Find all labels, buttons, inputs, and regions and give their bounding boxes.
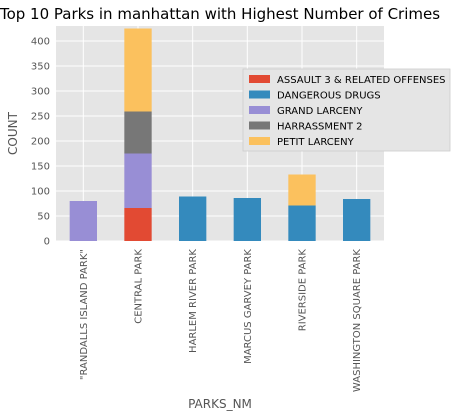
y-tick-label: 400	[31, 37, 50, 48]
legend-entry: GRAND LARCENY	[277, 106, 363, 117]
bar-segment	[288, 174, 316, 206]
x-tick-label: HARLEM RIVER PARK	[188, 249, 199, 353]
y-tick-label: 150	[31, 162, 50, 173]
x-tick-label: MARCUS GARVEY PARK	[243, 249, 254, 364]
x-tick-label: WASHINGTON SQUARE PARK	[352, 249, 363, 393]
x-axis-ticks: "RANDALLS ISLAND PARK" CENTRAL PARK HARLEM…	[79, 249, 363, 393]
y-tick-label: 50	[37, 212, 50, 223]
y-tick-label: 300	[31, 87, 50, 98]
legend-entry: HARRASSMENT 2	[277, 122, 362, 133]
x-axis-label: PARKS_NM	[188, 397, 252, 411]
bar-segment	[288, 205, 316, 241]
legend-swatch	[249, 137, 270, 145]
x-tick-label: CENTRAL PARK	[134, 249, 145, 324]
legend-swatch	[249, 106, 270, 114]
bars	[69, 28, 371, 241]
legend-entry: DANGEROUS DRUGS	[277, 91, 381, 102]
legend-swatch	[249, 121, 270, 130]
y-tick-label: 0	[44, 237, 50, 248]
y-axis-label: COUNT	[6, 111, 20, 155]
bar-segment	[124, 208, 152, 241]
y-tick-label: 100	[31, 187, 50, 198]
y-tick-label: 350	[31, 62, 50, 73]
bar-segment	[69, 201, 97, 241]
legend-swatch	[249, 90, 270, 99]
legend-box	[242, 68, 451, 152]
x-tick-label: "RANDALLS ISLAND PARK"	[79, 249, 90, 380]
bar-segment	[343, 199, 371, 241]
bar-segment	[124, 28, 152, 112]
legend: ASSAULT 3 & RELATED OFFENSES DANGEROUS DR…	[242, 68, 451, 152]
legend-swatch	[249, 75, 270, 83]
chart-title: Top 10 Parks in manhattan with Highest N…	[0, 5, 440, 23]
bar-segment	[233, 198, 261, 241]
bar-segment	[124, 111, 152, 154]
y-tick-label: 200	[31, 137, 50, 148]
legend-entry: PETIT LARCENY	[277, 137, 355, 148]
bar-segment	[179, 196, 207, 241]
legend-entry: ASSAULT 3 & RELATED OFFENSES	[277, 75, 446, 86]
y-axis-ticks: 0 50 100 150 200 250 300 350 400	[31, 37, 50, 248]
y-tick-label: 250	[31, 112, 50, 123]
x-tick-label: RIVERSIDE PARK	[298, 249, 309, 332]
bar-segment	[124, 153, 152, 208]
